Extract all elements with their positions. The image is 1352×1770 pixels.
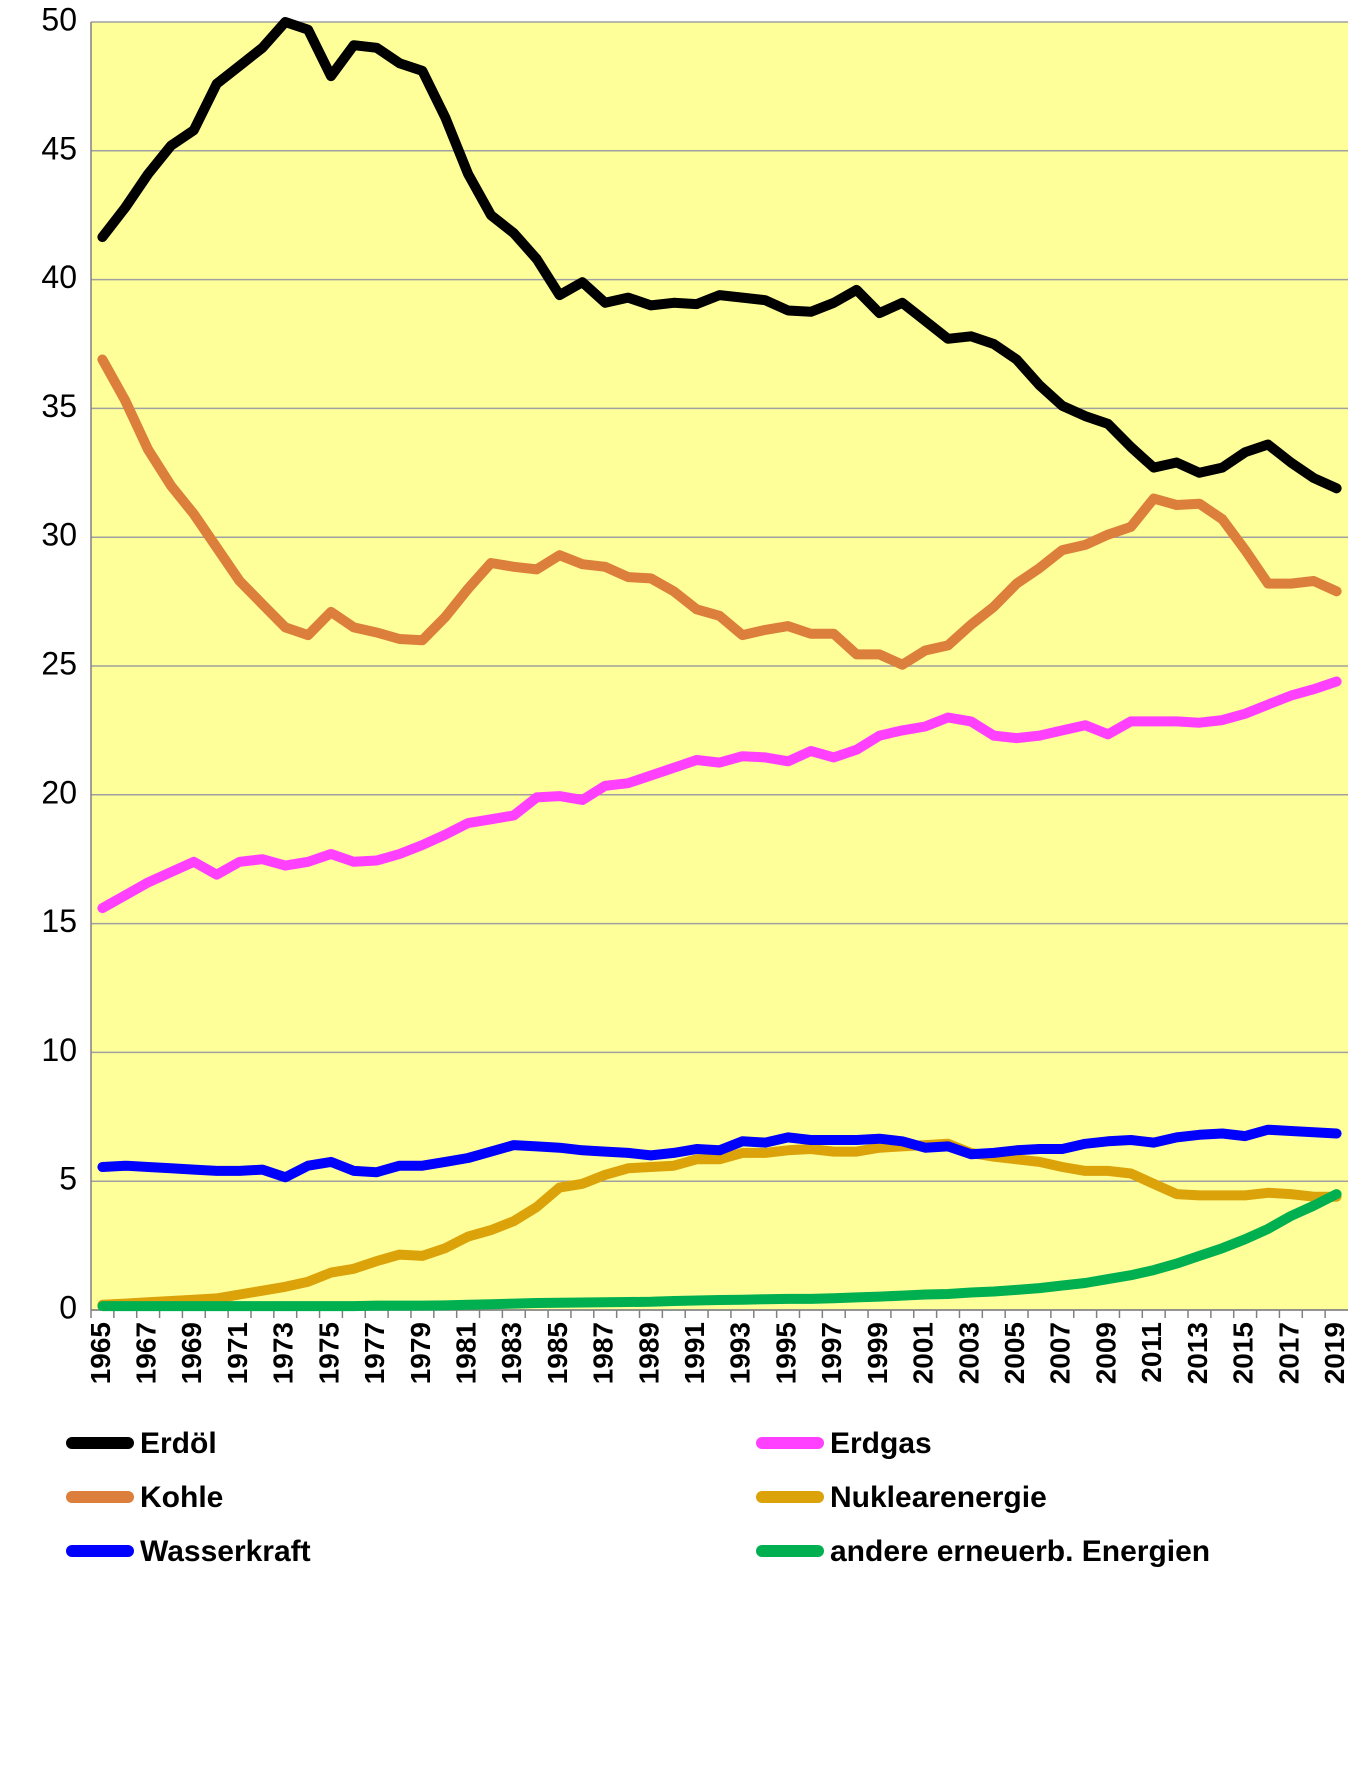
x-tick-label: 1983	[496, 1322, 527, 1384]
y-tick-label: 50	[41, 1, 77, 37]
series-line	[97, 1189, 1342, 1312]
x-tick-label: 2003	[953, 1322, 984, 1384]
legend-label: andere erneuerb. Energien	[830, 1535, 1210, 1568]
legend-label: Kohle	[140, 1481, 223, 1514]
legend-label: Wasserkraft	[140, 1535, 311, 1568]
legend-label: Erdgas	[830, 1427, 932, 1460]
x-tick-label: 1969	[176, 1322, 207, 1384]
x-tick-label: 1977	[359, 1322, 390, 1384]
legend-label: Erdöl	[140, 1427, 217, 1460]
x-tick-label: 1967	[131, 1322, 162, 1384]
y-tick-label: 0	[59, 1289, 77, 1325]
x-tick-label: 1993	[725, 1322, 756, 1384]
x-tick-label: 2007	[1045, 1322, 1076, 1384]
y-tick-label: 10	[41, 1032, 77, 1068]
x-tick-label: 1997	[816, 1322, 847, 1384]
x-tick-label: 1973	[268, 1322, 299, 1384]
y-tick-label: 45	[41, 130, 77, 166]
x-tick-label: 2017	[1273, 1322, 1304, 1384]
x-tick-label: 2015	[1228, 1322, 1259, 1384]
x-tick-label: 2001	[908, 1322, 939, 1384]
series-line	[97, 676, 1342, 914]
x-tick-label: 2011	[1136, 1322, 1167, 1383]
series-line	[97, 1138, 1342, 1310]
x-tick-label: 1999	[862, 1322, 893, 1384]
x-tick-label: 1981	[450, 1322, 481, 1384]
x-tick-label: 2013	[1182, 1322, 1213, 1384]
y-tick-label: 30	[41, 517, 77, 553]
y-tick-label: 15	[41, 903, 77, 939]
x-tick-label: 1965	[85, 1322, 116, 1384]
series-line	[97, 354, 1342, 670]
series-line	[97, 17, 1342, 494]
x-tick-label: 2005	[999, 1322, 1030, 1384]
x-tick-label: 1987	[588, 1322, 619, 1384]
x-tick-label: 1979	[405, 1322, 436, 1384]
x-tick-label: 1995	[770, 1322, 801, 1384]
legend-label: Nuklearenergie	[830, 1481, 1047, 1514]
x-tick-label: 1989	[633, 1322, 664, 1384]
y-tick-label: 40	[41, 259, 77, 295]
x-tick-label: 2019	[1319, 1322, 1350, 1384]
x-tick-label: 1975	[313, 1322, 344, 1384]
y-tick-label: 25	[41, 645, 77, 681]
series-line	[97, 1124, 1342, 1183]
y-tick-label: 20	[41, 774, 77, 810]
x-tick-label: 1991	[679, 1322, 710, 1384]
y-tick-label: 35	[41, 388, 77, 424]
x-tick-label: 1985	[542, 1322, 573, 1384]
x-tick-label: 1971	[222, 1322, 253, 1384]
x-tick-label: 2009	[1090, 1322, 1121, 1384]
y-tick-label: 5	[59, 1161, 77, 1197]
